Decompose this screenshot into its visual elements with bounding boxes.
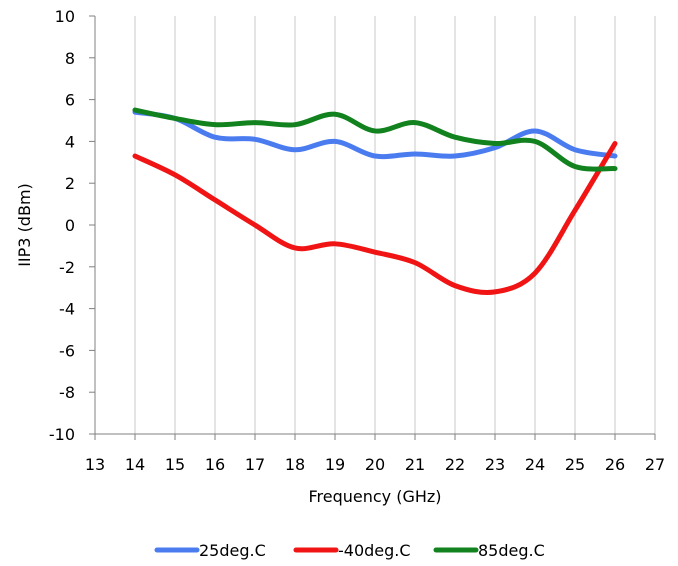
x-tick-label: 20 [365, 455, 385, 474]
x-tick-label: 13 [85, 455, 105, 474]
series-line-85deg-c [132, 107, 618, 172]
x-tick-label: 19 [325, 455, 345, 474]
y-tick-label: -10 [49, 425, 75, 444]
x-tick-label: 16 [205, 455, 225, 474]
series-line-25deg-c [132, 109, 618, 160]
legend: 25deg.C -40deg.C 85deg.C [154, 541, 545, 560]
x-tick-label: 24 [525, 455, 545, 474]
x-tick-label: 26 [605, 455, 625, 474]
series-line-40deg-c [132, 140, 618, 295]
grid-lines [134, 16, 656, 434]
y-tick-label: 6 [65, 91, 75, 110]
x-tick-label: 21 [405, 455, 425, 474]
x-axis-title: Frequency (GHz) [308, 487, 441, 506]
axes [89, 15, 656, 440]
y-tick-label: -4 [59, 300, 75, 319]
x-tick-label: 27 [645, 455, 665, 474]
y-tick-label: 10 [55, 7, 75, 26]
x-tick-label: 14 [125, 455, 145, 474]
legend-label-25deg-c: 25deg.C [199, 541, 266, 560]
y-tick-label: -8 [59, 383, 75, 402]
legend-label-40deg-c: -40deg.C [338, 541, 411, 560]
legend-label-85deg-c: 85deg.C [478, 541, 545, 560]
y-axis-title: IIP3 (dBm) [15, 183, 34, 267]
y-tick-label: -2 [59, 258, 75, 277]
x-tick-label: 18 [285, 455, 305, 474]
x-tick-label: 23 [485, 455, 505, 474]
y-tick-label: -6 [59, 341, 75, 360]
y-tick-label: 8 [65, 49, 75, 68]
y-tick-label: 2 [65, 174, 75, 193]
y-tick-label: 4 [65, 132, 75, 151]
x-tick-label: 22 [445, 455, 465, 474]
x-tick-labels: 13 14 15 16 17 18 19 20 21 22 23 24 25 26 27 [85, 455, 665, 474]
x-tick-label: 15 [165, 455, 185, 474]
y-tick-labels: -10 -8 -6 -4 -2 0 2 4 6 8 10 [49, 7, 75, 444]
x-tick-label: 25 [565, 455, 585, 474]
x-tick-label: 17 [245, 455, 265, 474]
series-lines [132, 107, 618, 295]
y-tick-label: 0 [65, 216, 75, 235]
